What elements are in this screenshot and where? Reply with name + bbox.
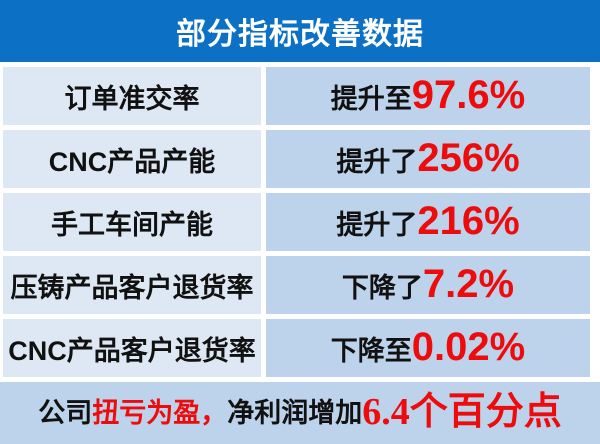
metric-value-cell: 下降至 0.02% xyxy=(266,319,590,377)
table-row: CNC产品客户退货率 下降至 0.02% xyxy=(3,319,590,377)
metric-name-cell: 压铸产品客户退货率 xyxy=(3,256,261,314)
metric-change-direction: 下降至 xyxy=(330,335,412,366)
page-title: 部分指标改善数据 xyxy=(176,18,424,51)
table-row: 订单准交率 提升至 97.6% xyxy=(3,67,590,125)
footer-text-segment: 净利润增加 xyxy=(227,397,363,428)
metric-name: 压铸产品客户退货率 xyxy=(10,272,254,303)
table-row: CNC产品产能 提升了 256% xyxy=(3,130,590,188)
metric-value: 7.2% xyxy=(422,262,515,306)
metric-name: CNC产品产能 xyxy=(48,146,216,177)
metric-name: 订单准交率 xyxy=(64,83,200,114)
table-row: 压铸产品客户退货率 下降了 7.2% xyxy=(3,256,590,314)
metric-name-cell: 手工车间产能 xyxy=(3,193,261,251)
footer-text-segment: 公司 xyxy=(38,397,93,428)
metric-value: 216% xyxy=(417,199,520,243)
metric-value-cell: 提升了 256% xyxy=(266,130,590,188)
metric-name-cell: CNC产品客户退货率 xyxy=(3,319,261,377)
metric-change-direction: 提升了 xyxy=(336,209,418,240)
footer-banner: 公司 扭亏为盈， 净利润增加 6.4个百分点 xyxy=(0,382,600,444)
metric-change-direction: 提升至 xyxy=(330,83,412,114)
metric-name-cell: CNC产品产能 xyxy=(3,130,261,188)
metric-value-cell: 提升至 97.6% xyxy=(266,67,590,125)
metric-name: 手工车间产能 xyxy=(51,209,213,240)
metric-change-direction: 提升了 xyxy=(336,146,418,177)
metric-value-cell: 提升了 216% xyxy=(266,193,590,251)
metric-name: CNC产品客户退货率 xyxy=(8,335,256,366)
table-row: 手工车间产能 提升了 216% xyxy=(3,193,590,251)
metric-value-cell: 下降了 7.2% xyxy=(266,256,590,314)
metric-value: 97.6% xyxy=(411,73,526,117)
footer-text-segment: 扭亏为盈， xyxy=(92,397,228,428)
header-banner: 部分指标改善数据 xyxy=(0,0,600,62)
metrics-table: 订单准交率 提升至 97.6% CNC产品产能 提升了 256% 手工车间产能 … xyxy=(3,67,590,382)
metric-value: 256% xyxy=(417,136,520,180)
metric-value: 0.02% xyxy=(411,325,526,369)
metric-change-direction: 下降了 xyxy=(341,272,423,303)
footer-highlight-value: 6.4个百分点 xyxy=(362,390,562,433)
metric-name-cell: 订单准交率 xyxy=(3,67,261,125)
